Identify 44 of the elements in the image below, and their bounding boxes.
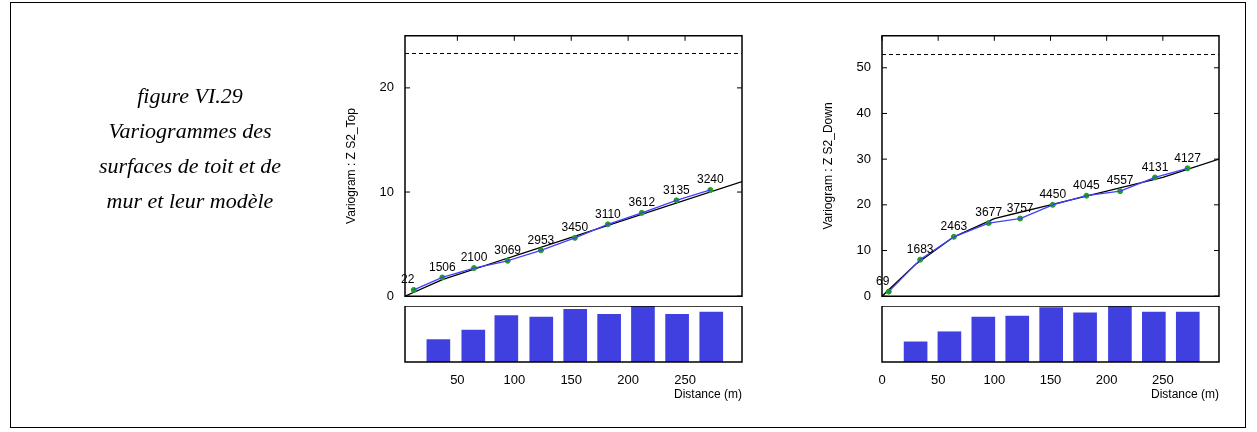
x-tick-label: 150 [560, 372, 583, 388]
annotation: 3135 [663, 182, 691, 197]
annotation: 3612 [628, 195, 656, 210]
text: figure VI.29 [136, 82, 244, 110]
y-tick-label: 30 [856, 150, 871, 166]
annotation: 1683 [906, 241, 934, 256]
annotation: 4450 [1039, 187, 1067, 202]
annotation: 3677 [975, 205, 1003, 220]
x-tick-label: 100 [503, 372, 526, 388]
annotation: 3757 [1006, 200, 1034, 215]
annotation: 3110 [594, 206, 622, 221]
annotation: 2953 [527, 232, 555, 247]
x-tick-label: 200 [1095, 372, 1118, 388]
annotation: 3450 [561, 220, 589, 235]
annotation: 1506 [428, 259, 457, 274]
y-axis-title: Variogram : Z S2_Down [820, 102, 835, 230]
x-tick-label: 200 [617, 372, 639, 388]
y-axis-title: Variogram : Z S2_Top [343, 107, 358, 224]
x-axis-title: Distance (m) [673, 387, 742, 402]
y-tick-label: 40 [856, 105, 871, 121]
annotation: 3069 [494, 243, 522, 258]
y-tick-label: 10 [856, 242, 871, 258]
annotation: 4557 [1106, 173, 1134, 188]
x-tick-label: 100 [983, 372, 1006, 388]
y-tick-label: 0 [863, 287, 871, 303]
annotation: 3240 [697, 172, 725, 187]
text: Variogrammes des surfaces de toit et de mur et leur modèle [97, 117, 283, 215]
x-tick-label: 250 [674, 372, 696, 388]
x-tick-label: 50 [450, 372, 465, 388]
annotation: 4045 [1073, 178, 1101, 193]
y-tick-label: 10 [379, 183, 394, 199]
x-tick-label: 0 [878, 372, 886, 388]
x-tick-label: 250 [1151, 372, 1174, 388]
annotation: 2100 [460, 250, 488, 265]
x-axis-title: Distance (m) [1150, 387, 1219, 402]
x-tick-label: 150 [1039, 372, 1062, 388]
annotation: 4127 [1174, 150, 1202, 165]
annotation: 2463 [940, 219, 968, 234]
annotation: 4131 [1141, 159, 1169, 174]
y-tick-label: 20 [379, 79, 394, 95]
x-tick-label: 50 [930, 372, 946, 388]
y-tick-label: 20 [856, 196, 871, 212]
y-tick-label: 0 [386, 287, 394, 303]
y-tick-label: 50 [856, 59, 871, 75]
